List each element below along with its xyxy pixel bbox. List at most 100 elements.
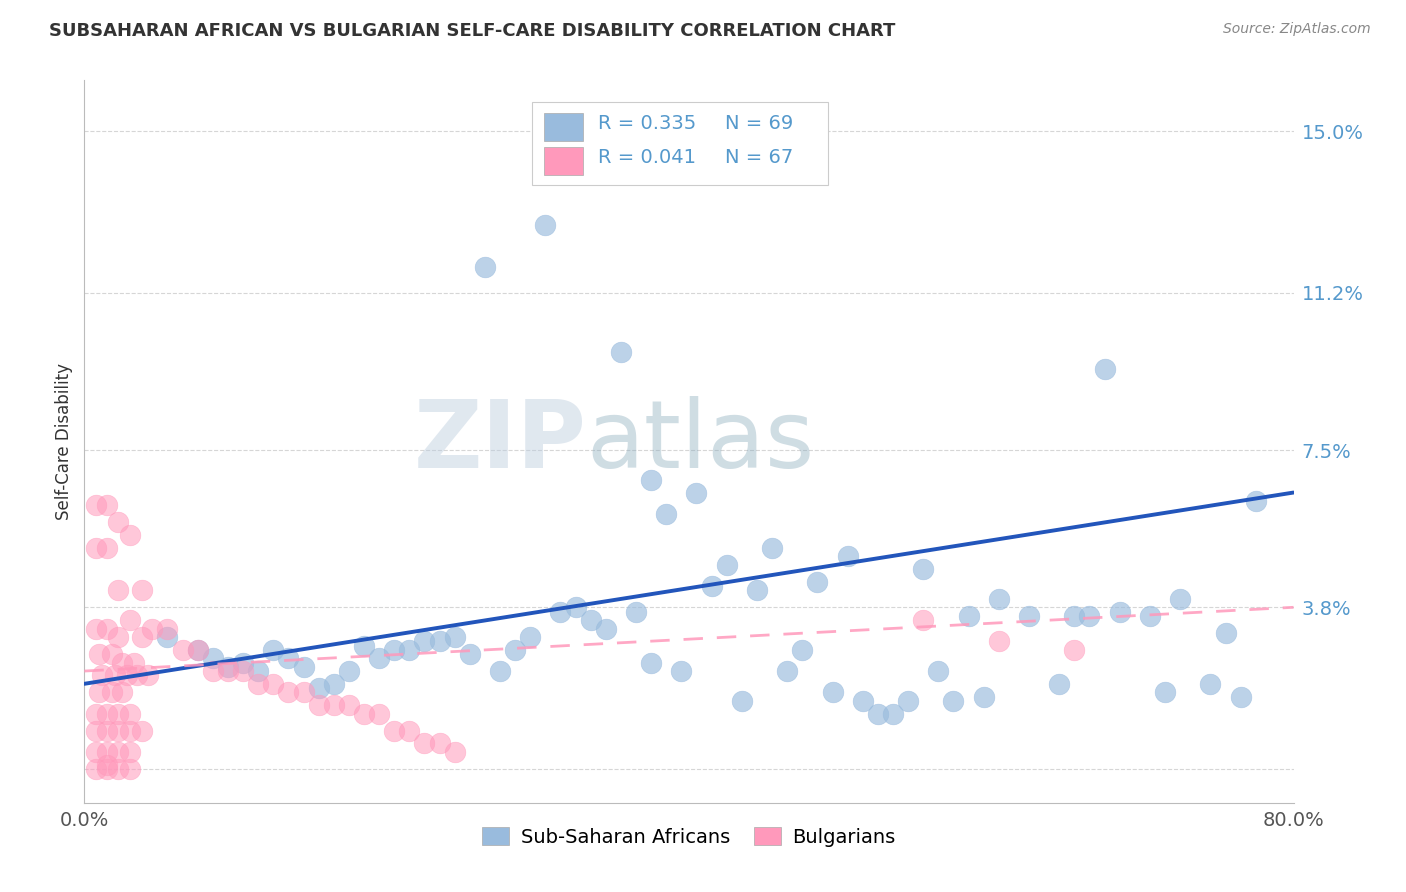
- Point: [111, 685, 134, 699]
- Point: [745, 583, 768, 598]
- Point: [100, 647, 122, 661]
- Text: N = 69: N = 69: [725, 114, 793, 133]
- Point: [107, 706, 129, 721]
- Point: [118, 762, 141, 776]
- Point: [353, 706, 375, 721]
- Point: [156, 622, 179, 636]
- Point: [86, 622, 108, 636]
- Text: SUBSAHARAN AFRICAN VS BULGARIAN SELF-CARE DISABILITY CORRELATION CHART: SUBSAHARAN AFRICAN VS BULGARIAN SELF-CAR…: [49, 22, 896, 40]
- Point: [247, 664, 270, 678]
- Point: [86, 541, 108, 555]
- Point: [292, 685, 315, 699]
- Point: [89, 647, 111, 661]
- Point: [136, 668, 159, 682]
- Point: [86, 706, 108, 721]
- Point: [897, 694, 920, 708]
- Point: [1078, 608, 1101, 623]
- Point: [292, 660, 315, 674]
- Point: [118, 528, 141, 542]
- Point: [201, 664, 224, 678]
- Point: [1215, 625, 1237, 640]
- Point: [866, 706, 889, 721]
- Point: [277, 651, 299, 665]
- Text: N = 67: N = 67: [725, 148, 793, 167]
- Point: [201, 651, 224, 665]
- Point: [852, 694, 875, 708]
- Point: [624, 605, 647, 619]
- Point: [91, 668, 114, 682]
- FancyBboxPatch shape: [544, 113, 582, 141]
- Point: [232, 664, 254, 678]
- Point: [1199, 677, 1222, 691]
- Point: [262, 677, 284, 691]
- Point: [489, 664, 512, 678]
- Point: [912, 613, 935, 627]
- Point: [413, 736, 436, 750]
- Text: atlas: atlas: [586, 395, 814, 488]
- Point: [987, 591, 1010, 606]
- Point: [322, 677, 344, 691]
- Point: [821, 685, 844, 699]
- Point: [127, 668, 149, 682]
- Point: [100, 685, 122, 699]
- Point: [443, 745, 465, 759]
- Point: [118, 745, 141, 759]
- Text: Source: ZipAtlas.com: Source: ZipAtlas.com: [1223, 22, 1371, 37]
- Point: [716, 558, 738, 572]
- Point: [107, 630, 129, 644]
- Point: [640, 473, 662, 487]
- Point: [519, 630, 541, 644]
- Point: [1094, 362, 1116, 376]
- Point: [957, 608, 980, 623]
- Point: [107, 583, 129, 598]
- Y-axis label: Self-Care Disability: Self-Care Disability: [55, 363, 73, 520]
- Legend: Sub-Saharan Africans, Bulgarians: Sub-Saharan Africans, Bulgarians: [474, 819, 904, 855]
- Point: [671, 664, 693, 678]
- Point: [987, 634, 1010, 648]
- Point: [96, 622, 118, 636]
- Point: [429, 736, 451, 750]
- Point: [474, 260, 496, 275]
- Point: [1047, 677, 1070, 691]
- Point: [118, 723, 141, 738]
- Point: [1244, 494, 1267, 508]
- Point: [86, 723, 108, 738]
- Point: [96, 762, 118, 776]
- Point: [1018, 608, 1040, 623]
- Point: [337, 664, 360, 678]
- Point: [927, 664, 949, 678]
- Point: [89, 685, 111, 699]
- Text: ZIP: ZIP: [413, 395, 586, 488]
- Point: [96, 541, 118, 555]
- Text: R = 0.335: R = 0.335: [599, 114, 696, 133]
- FancyBboxPatch shape: [531, 102, 828, 185]
- Point: [1063, 642, 1085, 657]
- Point: [131, 583, 153, 598]
- Point: [322, 698, 344, 712]
- Point: [107, 762, 129, 776]
- Point: [217, 660, 239, 674]
- Point: [579, 613, 602, 627]
- Point: [1154, 685, 1177, 699]
- Point: [308, 681, 330, 695]
- Point: [640, 656, 662, 670]
- Text: R = 0.041: R = 0.041: [599, 148, 696, 167]
- Point: [96, 757, 118, 772]
- Point: [96, 706, 118, 721]
- Point: [503, 642, 526, 657]
- Point: [882, 706, 904, 721]
- Point: [837, 549, 859, 564]
- Point: [700, 579, 723, 593]
- Point: [308, 698, 330, 712]
- Point: [107, 723, 129, 738]
- Point: [86, 745, 108, 759]
- Point: [1108, 605, 1130, 619]
- Point: [353, 639, 375, 653]
- Point: [104, 668, 127, 682]
- Point: [277, 685, 299, 699]
- Point: [337, 698, 360, 712]
- Point: [1168, 591, 1191, 606]
- Point: [1229, 690, 1251, 704]
- Point: [1063, 608, 1085, 623]
- Point: [595, 622, 617, 636]
